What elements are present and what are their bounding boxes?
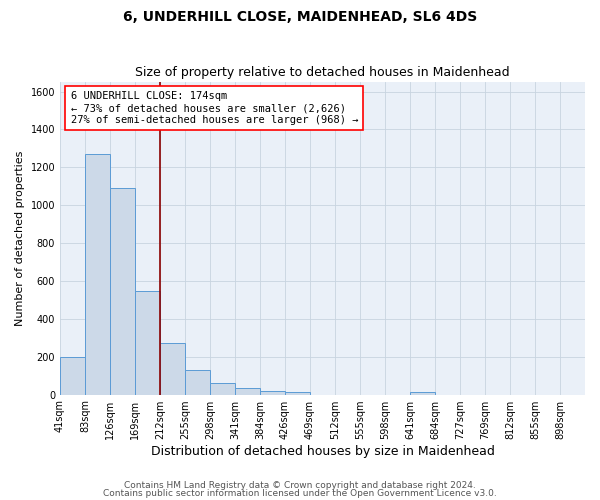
Text: 6 UNDERHILL CLOSE: 174sqm
← 73% of detached houses are smaller (2,626)
27% of se: 6 UNDERHILL CLOSE: 174sqm ← 73% of detac… <box>71 92 358 124</box>
Bar <box>235 388 260 394</box>
Bar <box>210 383 235 394</box>
Y-axis label: Number of detached properties: Number of detached properties <box>15 150 25 326</box>
Bar <box>135 290 160 395</box>
Title: Size of property relative to detached houses in Maidenhead: Size of property relative to detached ho… <box>135 66 510 80</box>
Text: Contains public sector information licensed under the Open Government Licence v3: Contains public sector information licen… <box>103 488 497 498</box>
Bar <box>85 154 110 394</box>
Bar <box>185 370 210 394</box>
Bar <box>60 358 85 395</box>
Bar <box>260 391 285 394</box>
X-axis label: Distribution of detached houses by size in Maidenhead: Distribution of detached houses by size … <box>151 444 494 458</box>
Bar <box>410 392 435 394</box>
Bar <box>285 392 310 394</box>
Text: Contains HM Land Registry data © Crown copyright and database right 2024.: Contains HM Land Registry data © Crown c… <box>124 481 476 490</box>
Bar <box>160 344 185 394</box>
Text: 6, UNDERHILL CLOSE, MAIDENHEAD, SL6 4DS: 6, UNDERHILL CLOSE, MAIDENHEAD, SL6 4DS <box>123 10 477 24</box>
Bar <box>110 188 135 394</box>
